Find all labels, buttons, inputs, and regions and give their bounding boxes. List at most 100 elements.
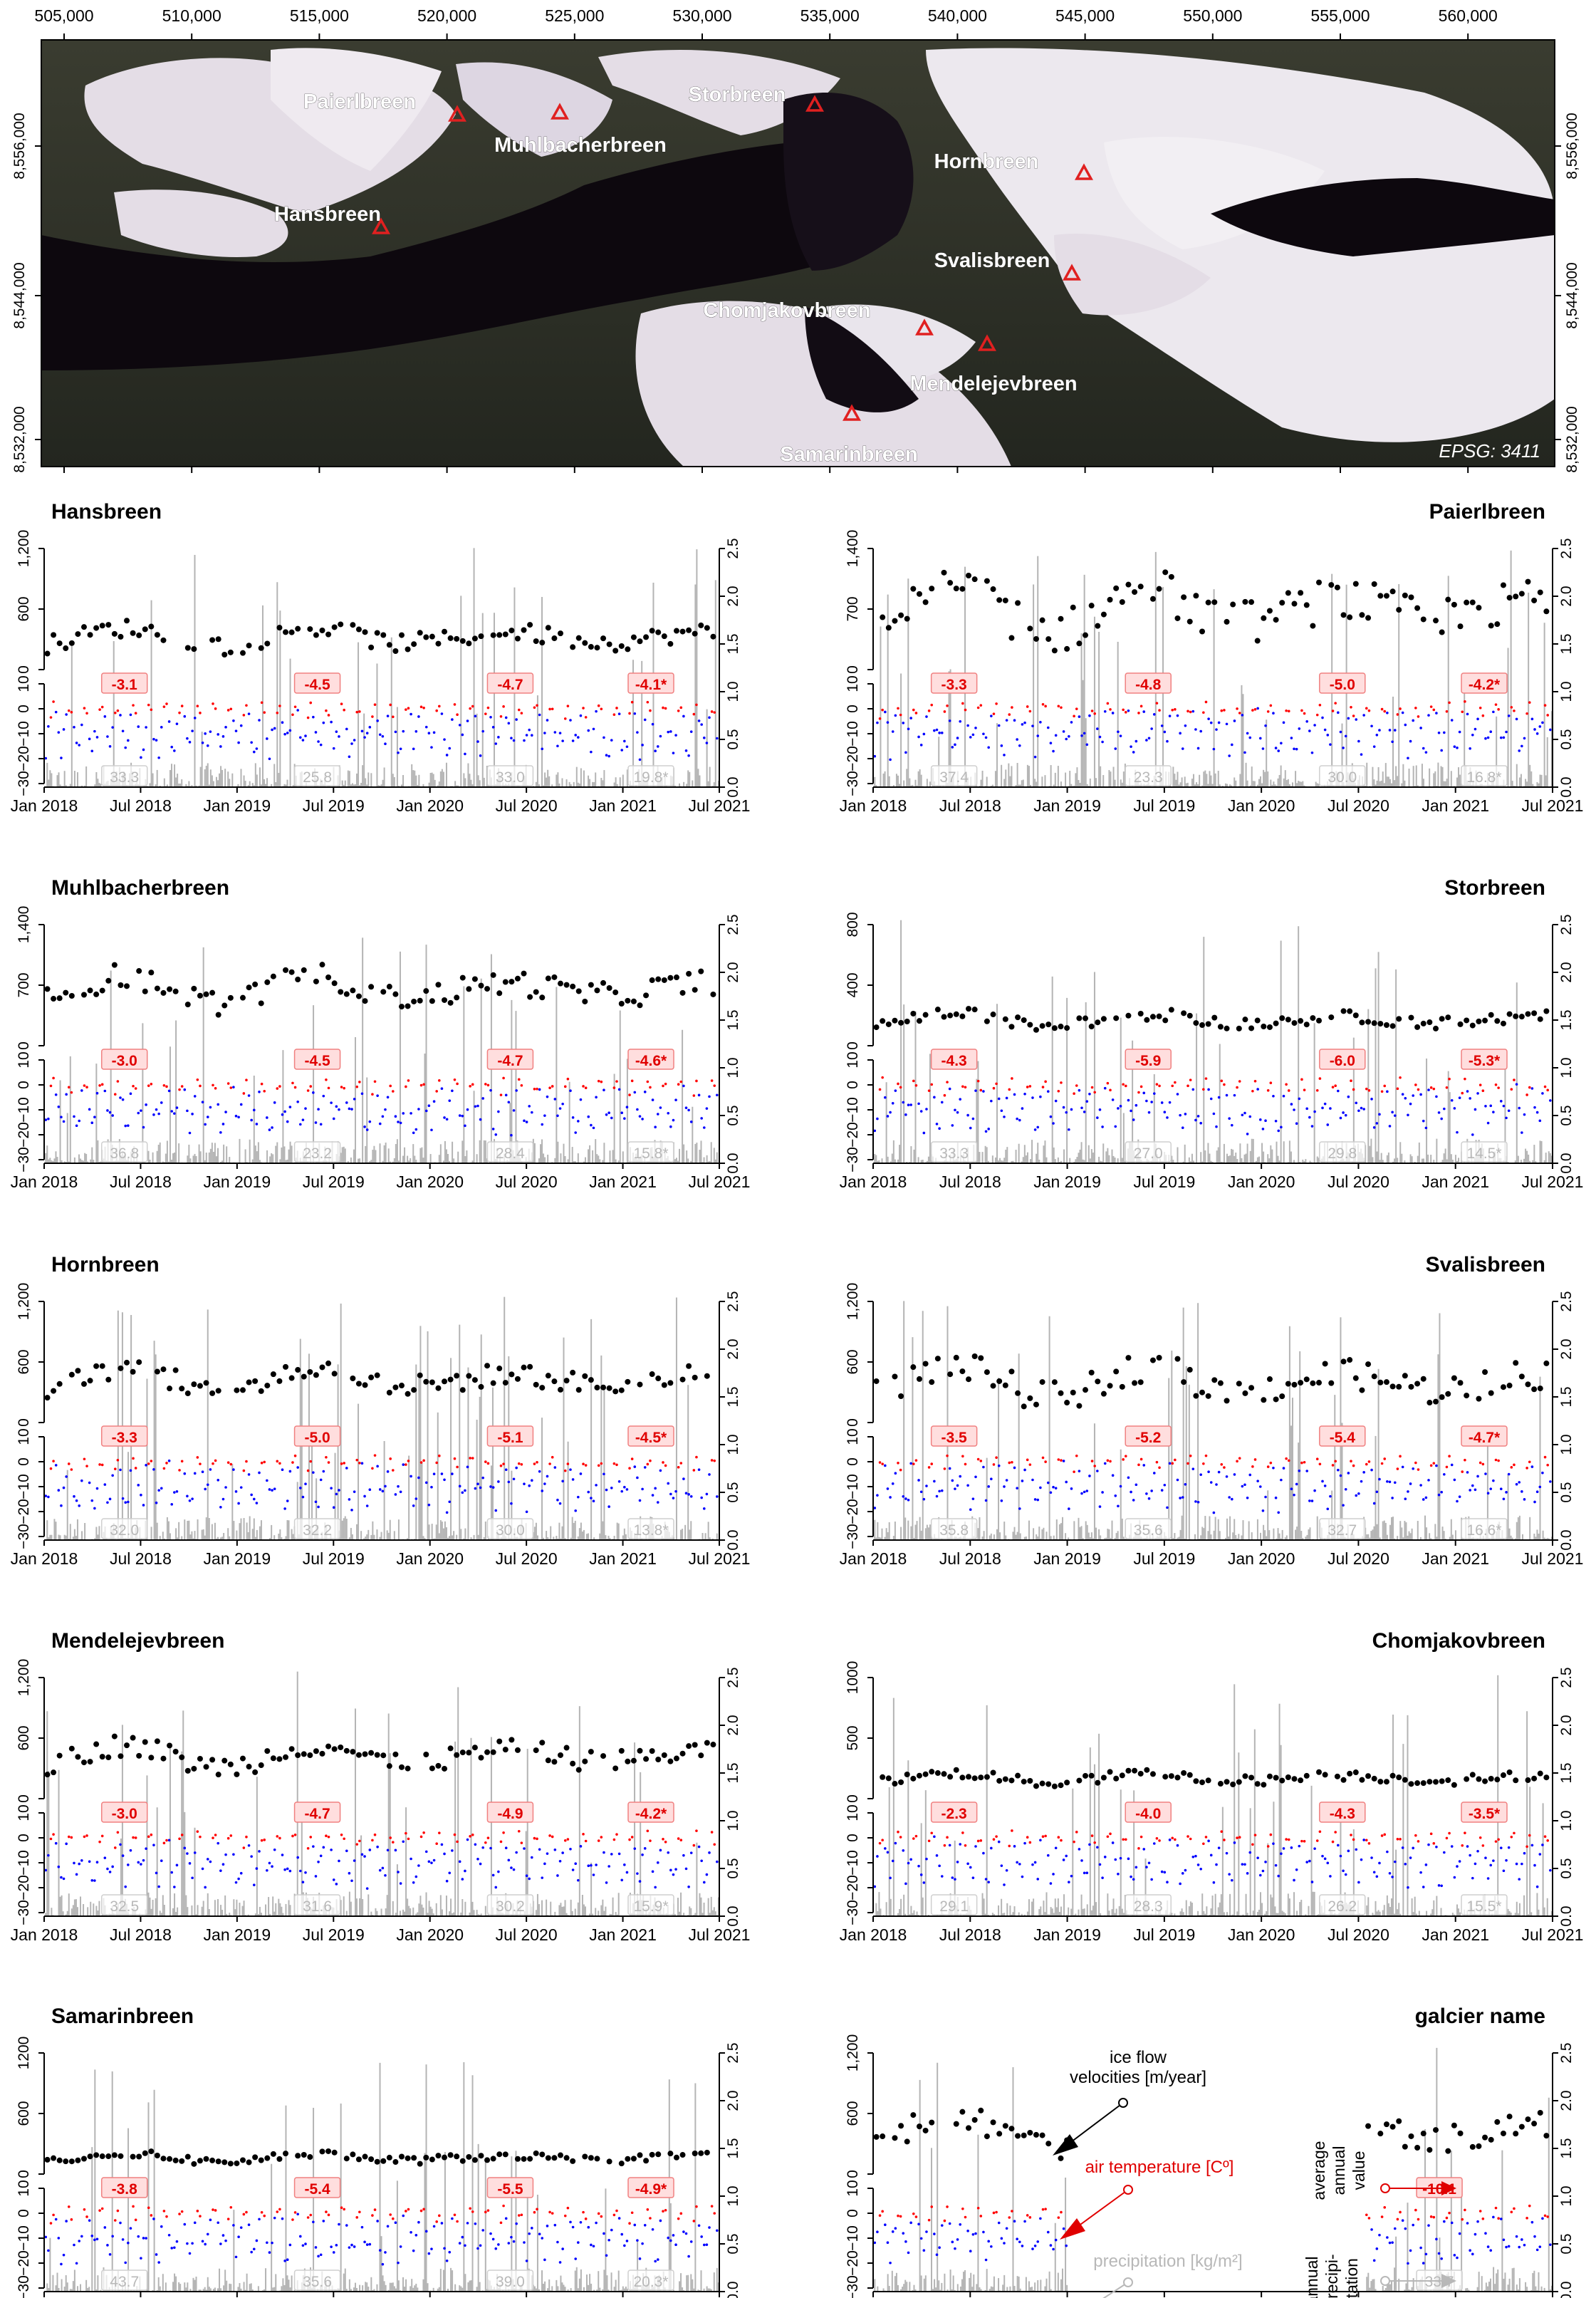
velocity-point	[246, 1379, 252, 1385]
temp-point	[510, 1133, 513, 1137]
velocity-point	[227, 994, 234, 1001]
temp-point	[1372, 1126, 1376, 1129]
temp-point	[1101, 1125, 1104, 1128]
temp-point	[1225, 1093, 1229, 1097]
velocity-point	[1352, 1012, 1359, 1019]
velocity-point	[1242, 1017, 1248, 1023]
temp-point	[615, 1463, 618, 1467]
temp-point	[427, 732, 431, 735]
velocity-point	[435, 1385, 442, 1391]
temp-point	[1435, 1095, 1438, 1098]
velocity-point	[319, 962, 325, 968]
velocity-point	[910, 1010, 917, 1017]
temp-point	[355, 1085, 359, 1088]
temp-point	[309, 701, 313, 705]
temp-label: -6.0	[1330, 1053, 1355, 1069]
temp-label-box	[1319, 1049, 1366, 1070]
precip-label-box	[1125, 765, 1172, 786]
temp-point	[617, 712, 621, 716]
temp-point	[548, 1086, 551, 1090]
velocity-point	[148, 969, 155, 976]
temp-point	[710, 1459, 714, 1462]
temp-point	[1437, 1111, 1441, 1114]
precip-tick-label: 1.0	[1558, 1057, 1575, 1078]
temp-point	[147, 1084, 150, 1087]
velocity-point	[1464, 1017, 1470, 1024]
glacier-muhlbacher	[456, 62, 612, 157]
temp-point	[57, 731, 61, 734]
temp-point	[974, 1089, 977, 1092]
velocity-point	[154, 1368, 160, 1375]
temp-point	[83, 1457, 86, 1461]
temp-point	[1417, 1088, 1420, 1091]
temp-point	[1088, 714, 1091, 717]
temp-point	[700, 1117, 703, 1120]
temp-point	[1429, 1086, 1433, 1089]
temp-point	[689, 1121, 693, 1123]
temp-point	[1217, 1096, 1221, 1099]
temp-point	[221, 735, 225, 738]
velocity-point	[545, 975, 551, 982]
velocity-point	[471, 976, 478, 982]
date-tick-label: Jul 2021	[1522, 796, 1584, 815]
temp-point	[1202, 1088, 1205, 1091]
temp-point	[1424, 1126, 1428, 1130]
temp-point	[1321, 716, 1324, 719]
temp-point	[134, 1087, 137, 1090]
temp-point	[368, 1120, 372, 1123]
temp-point	[1499, 736, 1503, 739]
temp-point	[1168, 1101, 1172, 1104]
temp-point	[1103, 710, 1107, 713]
velocity-point	[959, 1013, 966, 1019]
panel-title: Hansbreen	[51, 500, 162, 524]
temp-point	[1090, 709, 1094, 712]
temp-point	[1308, 1116, 1311, 1119]
temp-point	[410, 1475, 412, 1478]
temp-point	[407, 1460, 410, 1462]
temp-point	[664, 1082, 667, 1086]
temp-point	[124, 746, 127, 749]
map-x-tick-label: 555,000	[1310, 6, 1370, 25]
velocity-point	[533, 1381, 539, 1388]
temp-point	[458, 1485, 461, 1488]
temp-point	[504, 1093, 508, 1097]
velocity-point	[661, 633, 667, 640]
temp-point	[1003, 1116, 1006, 1118]
temp-point	[183, 714, 187, 718]
temp-point	[597, 1464, 600, 1467]
precip-label-box	[627, 1518, 674, 1539]
temp-point	[914, 712, 918, 714]
temp-point	[1450, 719, 1454, 722]
temp-point	[662, 1461, 664, 1464]
velocity-point	[1217, 1024, 1224, 1030]
temp-point	[571, 739, 575, 742]
velocity-point	[514, 1376, 521, 1382]
temp-point	[132, 1457, 135, 1460]
temp-point	[466, 1465, 469, 1469]
temp-point	[689, 1495, 693, 1498]
temp-point	[956, 1111, 959, 1114]
temp-point	[234, 1490, 238, 1493]
precip-tick-label: 1.5	[1558, 633, 1575, 654]
velocity-point	[191, 646, 197, 653]
temp-label-box	[930, 1049, 978, 1070]
temp-point	[170, 745, 174, 749]
velocity-point	[1076, 640, 1083, 647]
precip-tick-label: 0.5	[725, 1105, 741, 1125]
temp-point	[899, 1086, 902, 1089]
temp-point	[1401, 1093, 1404, 1096]
temp-point	[1236, 1086, 1238, 1089]
temp-point	[1515, 1083, 1518, 1086]
temp-point	[684, 1106, 688, 1109]
temp-point	[448, 1099, 452, 1102]
temp-point	[1142, 710, 1146, 713]
temp-point	[1231, 743, 1233, 747]
map-content: PaierlbreenMuhlbacherbreenStorbreenHornb…	[41, 40, 1555, 467]
velocity-point	[124, 983, 130, 989]
velocity-point	[704, 625, 710, 631]
precip-label-box	[930, 1141, 978, 1163]
date-tick-label: Jan 2018	[840, 1173, 907, 1191]
temp-point	[1163, 1111, 1167, 1114]
temp-point	[276, 1087, 279, 1090]
temp-point	[1021, 723, 1024, 726]
